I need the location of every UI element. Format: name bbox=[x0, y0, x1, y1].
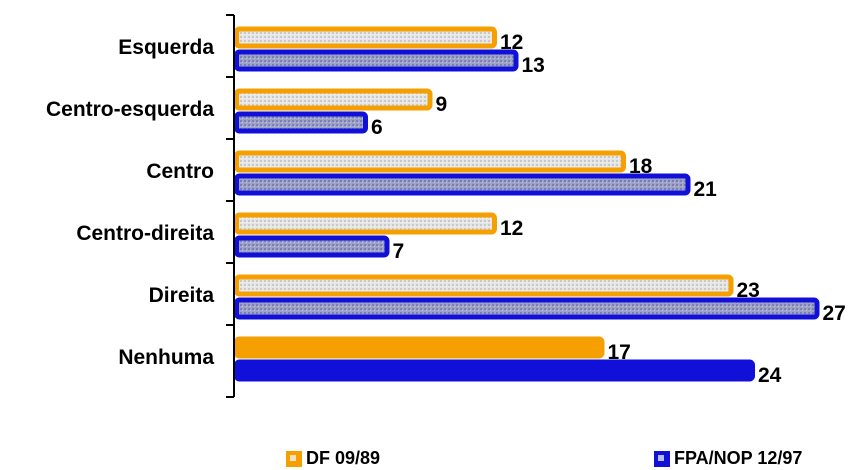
value-label: 7 bbox=[393, 240, 405, 263]
y-axis bbox=[226, 14, 235, 398]
category-label: Centro bbox=[146, 160, 214, 183]
value-label: 12 bbox=[500, 31, 523, 54]
bar-df-0989 bbox=[234, 336, 605, 359]
legend-label-1: DF 09/89 bbox=[306, 448, 381, 468]
legend-item-1: DF 09/89 bbox=[286, 448, 380, 469]
bar-fpa-nop-1297 bbox=[234, 49, 519, 72]
bar-fpa-nop-1297 bbox=[234, 111, 368, 134]
bars-group bbox=[234, 26, 820, 382]
legend-item-2: FPA/NOP 12/97 bbox=[654, 448, 802, 469]
bar-df-0989 bbox=[234, 88, 433, 111]
legend-swatch-1 bbox=[286, 450, 302, 467]
value-label: 27 bbox=[823, 302, 846, 325]
value-label: 18 bbox=[629, 155, 653, 178]
category-label: Centro-direita bbox=[76, 222, 214, 245]
value-label: 13 bbox=[522, 54, 545, 77]
bar-df-0989 bbox=[234, 150, 626, 173]
category-label: Nenhuma bbox=[118, 346, 214, 369]
value-label: 23 bbox=[737, 279, 760, 302]
bar-fpa-nop-1297 bbox=[234, 297, 820, 320]
legend-label-2: FPA/NOP 12/97 bbox=[674, 448, 803, 468]
bar-df-0989 bbox=[234, 274, 734, 297]
value-label: 17 bbox=[608, 341, 631, 364]
bar-fpa-nop-1297 bbox=[234, 173, 691, 196]
bar-fpa-nop-1297 bbox=[234, 359, 755, 382]
bar-df-0989 bbox=[234, 212, 497, 235]
bar-fpa-nop-1297 bbox=[234, 235, 390, 258]
value-label: 24 bbox=[758, 364, 782, 387]
bar-df-0989 bbox=[234, 26, 497, 49]
value-label: 12 bbox=[500, 217, 523, 240]
category-label: Centro-esquerda bbox=[46, 98, 214, 121]
value-label: 9 bbox=[436, 93, 448, 116]
category-label: Direita bbox=[149, 284, 215, 307]
legend-swatch-2 bbox=[654, 450, 670, 467]
value-label: 21 bbox=[694, 178, 718, 201]
value-label: 6 bbox=[371, 116, 383, 139]
category-label: Esquerda bbox=[118, 36, 214, 59]
